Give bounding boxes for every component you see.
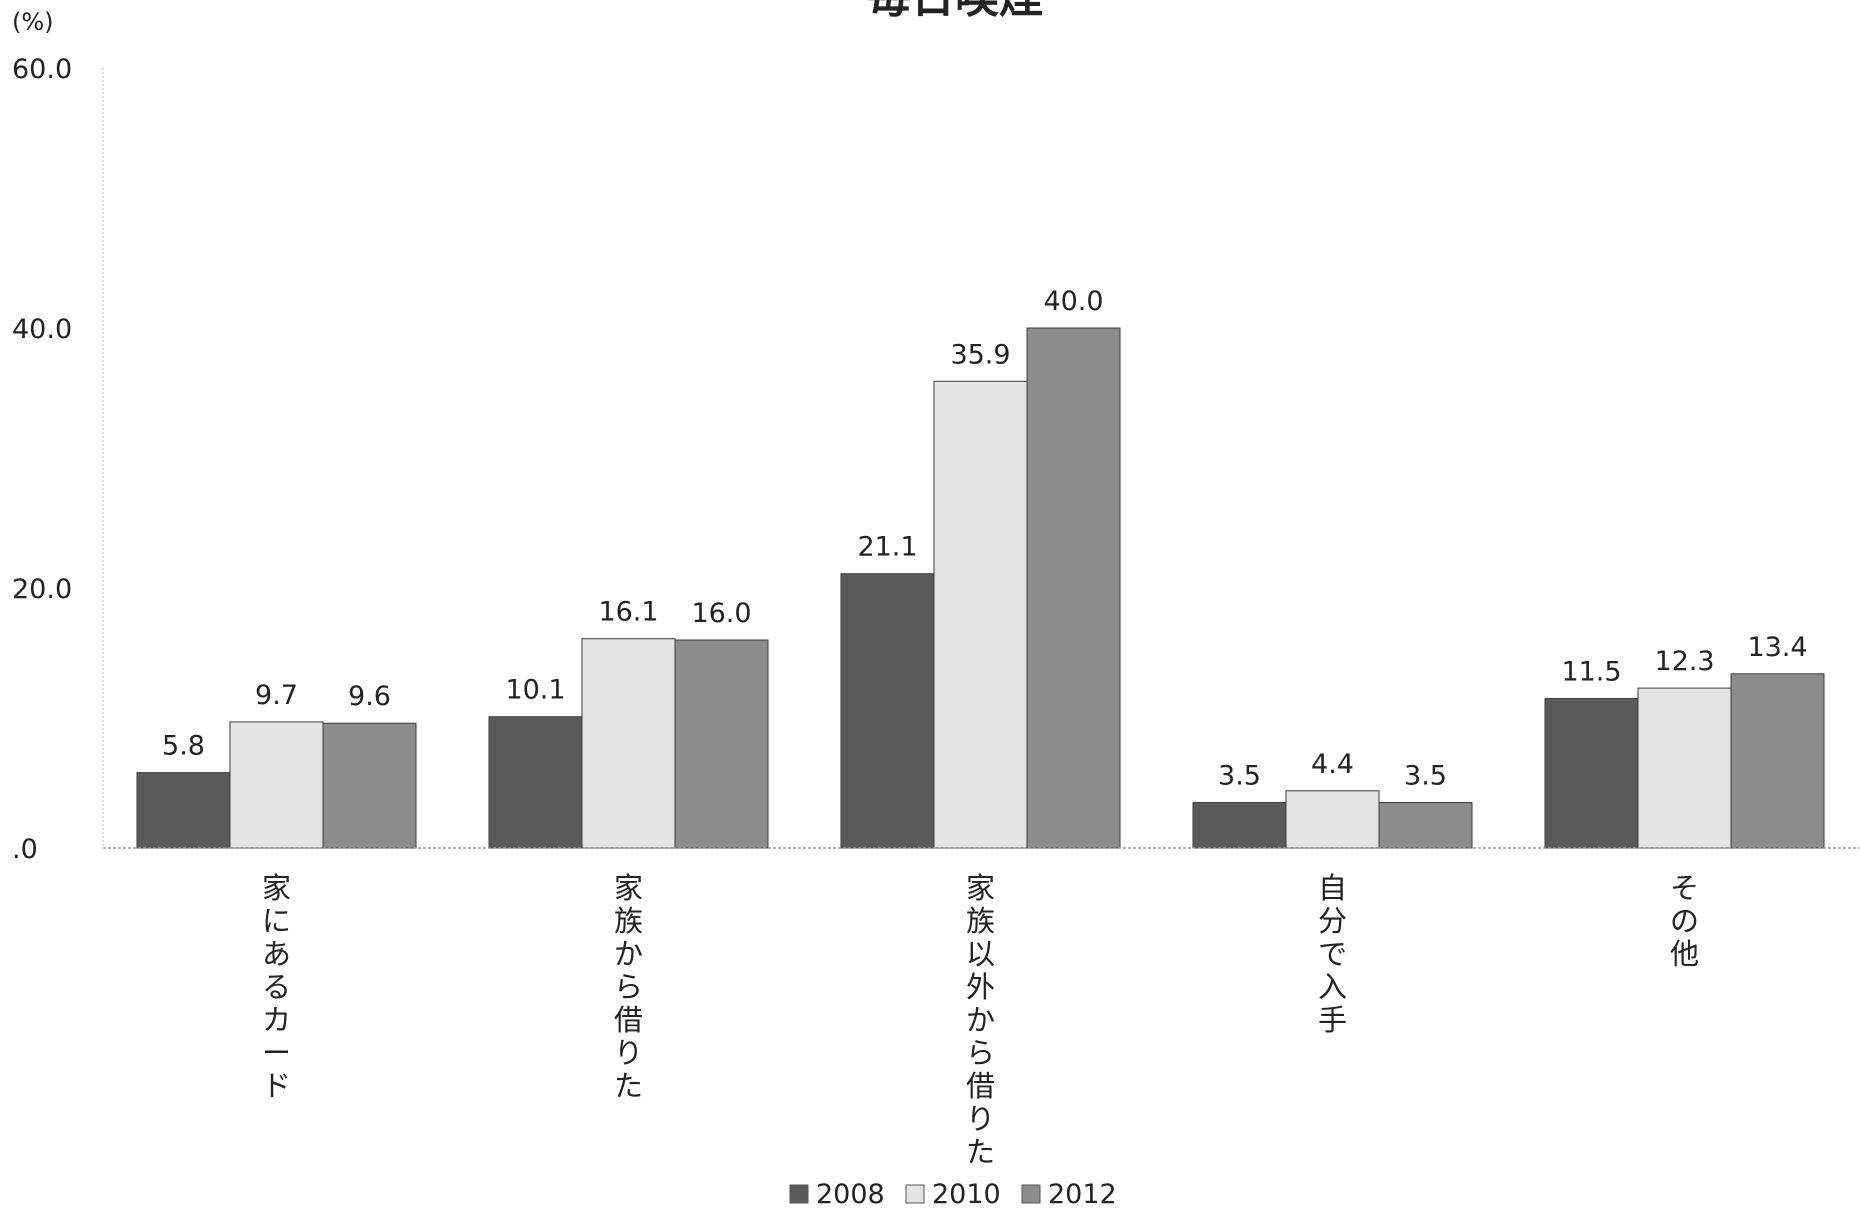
value-label: 4.4 [1311,749,1354,780]
bar-2012-4 [1730,673,1825,849]
bar-2008-3 [1192,802,1287,849]
y-tick-label: .0 [12,834,38,865]
bar-2012-3 [1378,802,1473,849]
bar-2010-1 [581,638,676,849]
chart-title: 毎日喫煙 [867,0,1043,23]
value-label: 16.1 [598,597,658,628]
legend: 2008 2010 2012 [789,1179,1117,1210]
bar-2008-1 [488,716,583,849]
y-tick-label: 20.0 [12,574,72,605]
legend-label: 2012 [1048,1179,1117,1210]
value-label: 9.6 [348,681,391,712]
bar-2012-2 [1026,327,1121,849]
y-tick-label: 60.0 [12,54,72,85]
value-label: 21.1 [857,532,917,563]
bar-2010-3 [1285,790,1380,849]
value-label: 11.5 [1561,657,1621,688]
y-axis-unit: (%) [12,8,54,36]
bar-2010-2 [933,380,1028,849]
category-labels: 家にあるカード 家族から借りた 家族以外から借りた 自分で入手 その他 [262,871,1699,1169]
bar-2012-1 [674,639,769,849]
bar-2008-0 [136,772,231,849]
legend-label: 2008 [816,1179,885,1210]
legend-swatch-2010 [905,1184,925,1204]
value-label: 10.1 [505,675,565,706]
value-label: 40.0 [1043,286,1103,317]
legend-label: 2010 [932,1179,1001,1210]
category-label: 家族以外から借りた [966,871,995,1169]
bars [136,327,1825,849]
y-axis-ticks: 60.0 40.0 20.0 .0 [12,54,72,865]
value-label: 13.4 [1747,632,1807,663]
value-labels: 5.8 9.7 9.6 10.1 16.1 16.0 21.1 35.9 40.0 3.5 4.4 3… [162,286,1808,792]
category-label: 家にあるカード [262,871,291,1103]
bar-2010-4 [1637,687,1732,849]
value-label: 16.0 [691,598,751,629]
category-label: その他 [1670,871,1699,971]
value-label: 3.5 [1218,761,1261,792]
value-label: 9.7 [255,680,298,711]
value-label: 35.9 [950,339,1010,370]
value-label: 5.8 [162,731,205,762]
bar-2012-0 [322,722,417,849]
category-label: 家族から借りた [614,871,643,1103]
bar-2008-4 [1544,698,1639,849]
bar-2008-2 [840,573,935,849]
legend-swatch-2008 [789,1184,809,1204]
y-tick-label: 40.0 [12,314,72,345]
value-label: 12.3 [1654,646,1714,677]
legend-swatch-2012 [1021,1184,1041,1204]
bar-2010-0 [229,721,324,849]
value-label: 3.5 [1404,761,1447,792]
category-label: 自分で入手 [1318,871,1347,1037]
